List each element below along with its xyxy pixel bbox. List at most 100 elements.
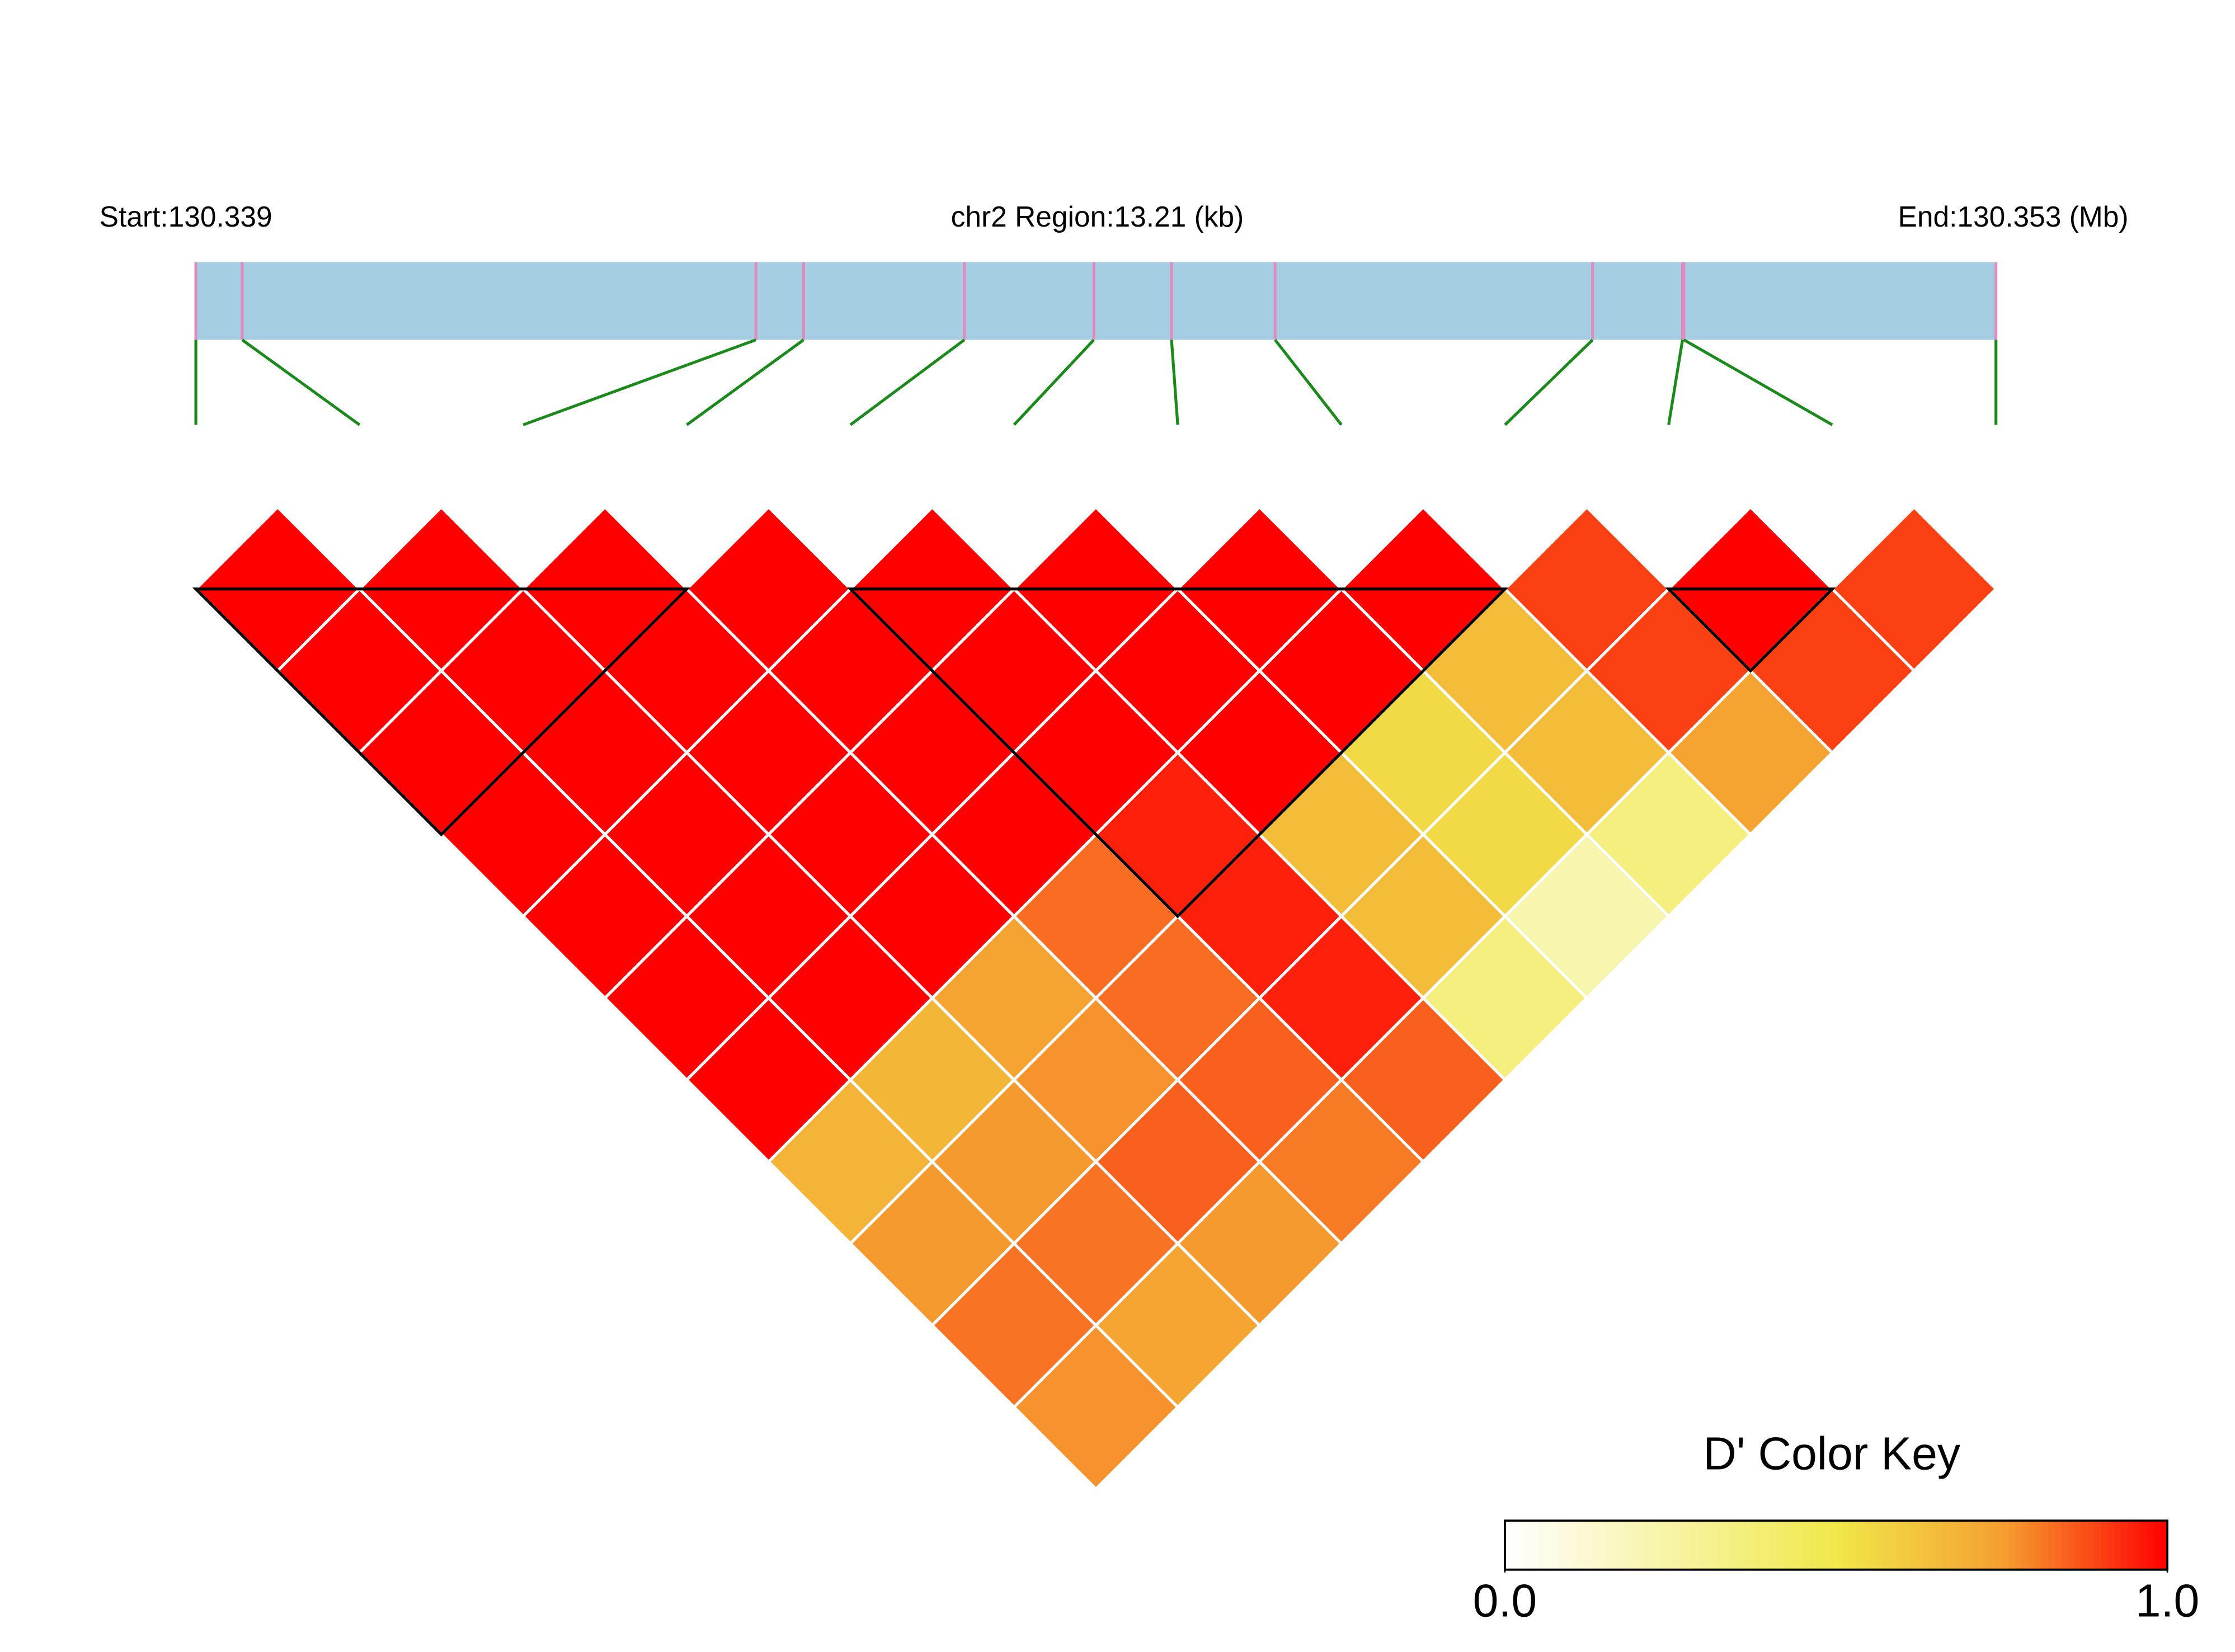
key-swatch — [2028, 1521, 2036, 1570]
key-swatch — [1624, 1521, 1632, 1570]
key-swatch — [1770, 1521, 1777, 1570]
key-swatch — [2114, 1521, 2122, 1570]
key-swatch — [1862, 1521, 1870, 1570]
key-swatch — [1644, 1521, 1651, 1570]
key-swatch — [1856, 1521, 1864, 1570]
ld-block — [1665, 587, 1836, 673]
key-swatch — [1683, 1521, 1691, 1570]
key-swatch — [1690, 1521, 1698, 1570]
key-swatch — [1796, 1521, 1804, 1570]
key-swatch — [2074, 1521, 2082, 1570]
key-swatch — [1763, 1521, 1771, 1570]
key-swatch — [1876, 1521, 1884, 1570]
key-swatch — [1637, 1521, 1645, 1570]
key-swatch — [2081, 1521, 2089, 1570]
key-swatch — [1531, 1521, 1539, 1570]
key-swatch — [2021, 1521, 2029, 1570]
key-swatch — [2094, 1521, 2102, 1570]
key-swatch — [1902, 1521, 1910, 1570]
ld-block — [846, 587, 1509, 919]
snp-connector — [1170, 340, 1179, 425]
key-swatch — [1916, 1521, 1923, 1570]
key-swatch — [2154, 1521, 2162, 1570]
key-swatch — [1842, 1521, 1850, 1570]
key-swatch — [1670, 1521, 1678, 1570]
key-swatch — [2140, 1521, 2148, 1570]
key-swatch — [2008, 1521, 2016, 1570]
snp-connector — [849, 338, 966, 426]
key-swatch — [1538, 1521, 1546, 1570]
key-swatch — [2121, 1521, 2129, 1570]
key-title: D' Color Key — [1703, 1428, 1961, 1480]
key-swatch — [1829, 1521, 1837, 1570]
snp-connector — [1683, 338, 1833, 426]
key-swatch — [1730, 1521, 1738, 1570]
key-swatch — [1571, 1521, 1579, 1570]
region-label: chr2 Region:13.21 (kb) — [951, 200, 1244, 233]
key-swatch — [1849, 1521, 1857, 1570]
snp-connector — [1667, 340, 1685, 425]
key-swatch — [1677, 1521, 1685, 1570]
key-swatch — [1836, 1521, 1844, 1570]
key-swatch — [1650, 1521, 1658, 1570]
key-swatch — [1982, 1521, 1989, 1570]
snp-connector — [523, 338, 757, 426]
key-swatch — [1995, 1521, 2003, 1570]
key-swatch — [1657, 1521, 1665, 1570]
key-swatch — [1611, 1521, 1618, 1570]
key-swatch — [2041, 1521, 2049, 1570]
snp-connector — [241, 338, 361, 426]
snp-connector — [1504, 338, 1594, 426]
key-swatch — [1949, 1521, 1956, 1570]
key-swatch — [2001, 1521, 2010, 1570]
key-swatch — [1578, 1521, 1585, 1570]
key-swatch — [1783, 1521, 1791, 1570]
key-swatch — [2101, 1521, 2109, 1570]
key-swatch — [1697, 1521, 1705, 1570]
key-swatch — [1988, 1521, 1996, 1570]
key-swatch — [1597, 1521, 1605, 1570]
key-swatch — [1809, 1521, 1817, 1570]
key-swatch — [2087, 1521, 2096, 1570]
snp-connector — [686, 338, 804, 426]
key-swatch — [2054, 1521, 2062, 1570]
snp-connector — [1013, 338, 1095, 426]
key-swatch — [2127, 1521, 2135, 1570]
ld-block — [192, 587, 690, 837]
key-swatch — [1790, 1521, 1798, 1570]
key-swatch — [1664, 1521, 1672, 1570]
key-swatch — [1630, 1521, 1639, 1570]
key-swatch — [1803, 1521, 1810, 1570]
key-swatch — [1544, 1521, 1552, 1570]
key-swatch — [1584, 1521, 1592, 1570]
key-swatch — [2015, 1521, 2022, 1570]
key-swatch — [1710, 1521, 1718, 1570]
key-swatch — [1604, 1521, 1612, 1570]
ld-cell — [1830, 505, 1998, 673]
key-swatch — [1518, 1521, 1526, 1570]
key-swatch — [2134, 1521, 2142, 1570]
key-swatch — [1895, 1521, 1903, 1570]
key-swatch — [1704, 1521, 1711, 1570]
key-swatch — [1869, 1521, 1877, 1570]
key-swatch — [1955, 1521, 1963, 1570]
key-swatch — [1975, 1521, 1983, 1570]
key-swatch — [2035, 1521, 2043, 1570]
key-swatch — [1716, 1521, 1724, 1570]
key-swatch — [2048, 1521, 2056, 1570]
key-swatch — [1935, 1521, 1943, 1570]
key-swatch — [1558, 1521, 1565, 1570]
key-swatch — [2107, 1521, 2115, 1570]
key-swatch — [1743, 1521, 1751, 1570]
key-swatch — [1591, 1521, 1598, 1570]
end-label: End:130.353 (Mb) — [1898, 200, 2128, 233]
key-swatch — [1756, 1521, 1765, 1570]
key-swatch — [1737, 1521, 1744, 1570]
key-swatch — [1823, 1521, 1831, 1570]
key-swatch — [1617, 1521, 1625, 1570]
key-tick-label: 0.0 — [1473, 1575, 1537, 1626]
key-swatch — [1968, 1521, 1976, 1570]
key-swatch — [1750, 1521, 1758, 1570]
